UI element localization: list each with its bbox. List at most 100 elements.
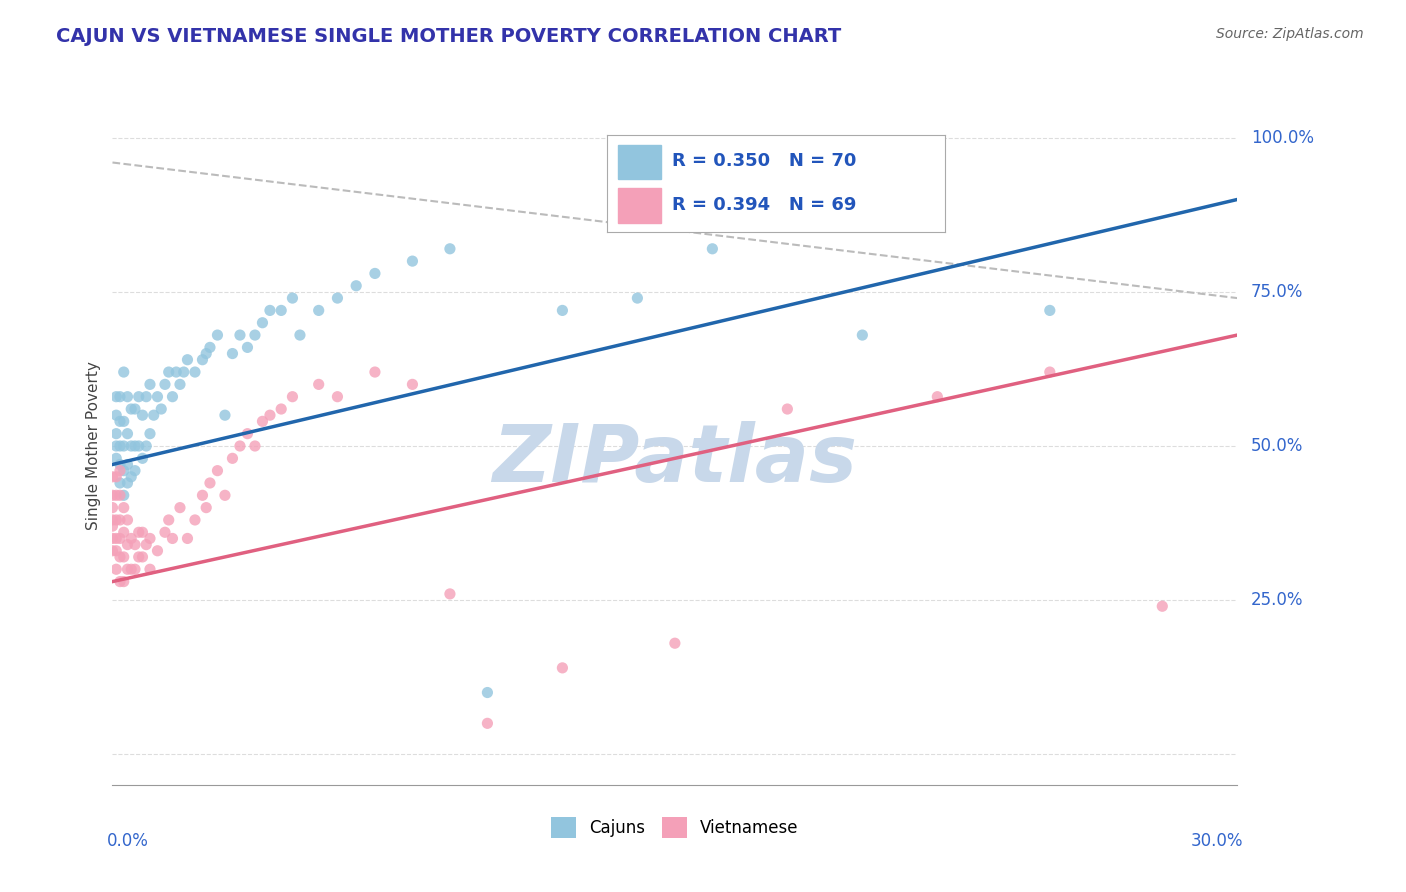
Point <box>131 451 153 466</box>
Point <box>626 291 648 305</box>
Point <box>120 402 142 417</box>
Point <box>139 532 162 546</box>
Point <box>259 408 281 422</box>
Point <box>139 562 162 576</box>
Point <box>108 464 131 478</box>
Point <box>229 328 252 343</box>
Point <box>176 352 198 367</box>
Point <box>124 464 146 478</box>
Point <box>135 538 157 552</box>
Point <box>229 439 252 453</box>
Point <box>173 365 195 379</box>
Text: Source: ZipAtlas.com: Source: ZipAtlas.com <box>1216 27 1364 41</box>
Point <box>364 267 387 281</box>
Point <box>117 390 139 404</box>
Point <box>191 352 214 367</box>
Bar <box>617 145 661 178</box>
Point <box>112 439 135 453</box>
Point <box>702 242 724 256</box>
Point <box>439 242 461 256</box>
Point <box>135 390 157 404</box>
Point <box>664 636 686 650</box>
Point <box>128 390 150 404</box>
Text: 100.0%: 100.0% <box>1251 128 1313 147</box>
Point <box>131 549 153 564</box>
Point <box>214 408 236 422</box>
Point <box>131 408 153 422</box>
Point <box>117 562 139 576</box>
Point <box>101 519 124 533</box>
Point <box>344 278 367 293</box>
Point <box>105 439 128 453</box>
Point <box>128 439 150 453</box>
Point <box>112 414 135 428</box>
Point <box>326 291 349 305</box>
Point <box>101 500 124 515</box>
Point <box>105 513 128 527</box>
Text: 0.0%: 0.0% <box>107 832 149 850</box>
Point <box>851 328 873 343</box>
Point <box>108 532 131 546</box>
Point <box>101 470 124 484</box>
Point <box>221 451 243 466</box>
Point <box>139 377 162 392</box>
Point <box>252 316 274 330</box>
Point <box>112 488 135 502</box>
Point <box>439 587 461 601</box>
Point <box>162 532 184 546</box>
Point <box>401 377 423 392</box>
Point <box>135 439 157 453</box>
Point <box>112 464 135 478</box>
Point <box>112 549 135 564</box>
Point <box>1039 303 1062 318</box>
Point <box>551 661 574 675</box>
Point <box>221 346 243 360</box>
Point <box>252 414 274 428</box>
Point <box>108 513 131 527</box>
Point <box>551 303 574 318</box>
Point <box>105 408 128 422</box>
Point <box>101 543 124 558</box>
Point <box>198 340 221 354</box>
Point <box>108 390 131 404</box>
Point <box>112 365 135 379</box>
Point <box>117 475 139 490</box>
Point <box>146 390 169 404</box>
Point <box>191 488 214 502</box>
Point <box>128 549 150 564</box>
Text: R = 0.394   N = 69: R = 0.394 N = 69 <box>672 196 856 214</box>
Point <box>207 328 229 343</box>
Point <box>401 254 423 268</box>
Point <box>270 402 292 417</box>
Point <box>101 488 124 502</box>
Point <box>124 439 146 453</box>
Point <box>157 365 180 379</box>
Point <box>120 532 142 546</box>
Point <box>162 390 184 404</box>
Point <box>195 500 218 515</box>
Point <box>165 365 187 379</box>
Point <box>105 488 128 502</box>
Point <box>112 574 135 589</box>
Point <box>176 532 198 546</box>
Point <box>142 408 165 422</box>
Point <box>108 458 131 472</box>
Point <box>101 513 124 527</box>
Point <box>124 562 146 576</box>
Point <box>101 532 124 546</box>
Point <box>105 426 128 441</box>
Text: R = 0.350   N = 70: R = 0.350 N = 70 <box>672 153 856 170</box>
Point <box>108 549 131 564</box>
Text: 30.0%: 30.0% <box>1191 832 1243 850</box>
Point <box>776 402 799 417</box>
Point <box>117 513 139 527</box>
Legend: Cajuns, Vietnamese: Cajuns, Vietnamese <box>544 811 806 845</box>
Text: 25.0%: 25.0% <box>1251 591 1303 609</box>
Point <box>184 513 207 527</box>
Point <box>120 470 142 484</box>
Point <box>259 303 281 318</box>
Point <box>117 538 139 552</box>
Y-axis label: Single Mother Poverty: Single Mother Poverty <box>86 361 101 531</box>
Point <box>153 525 176 540</box>
Point <box>120 562 142 576</box>
